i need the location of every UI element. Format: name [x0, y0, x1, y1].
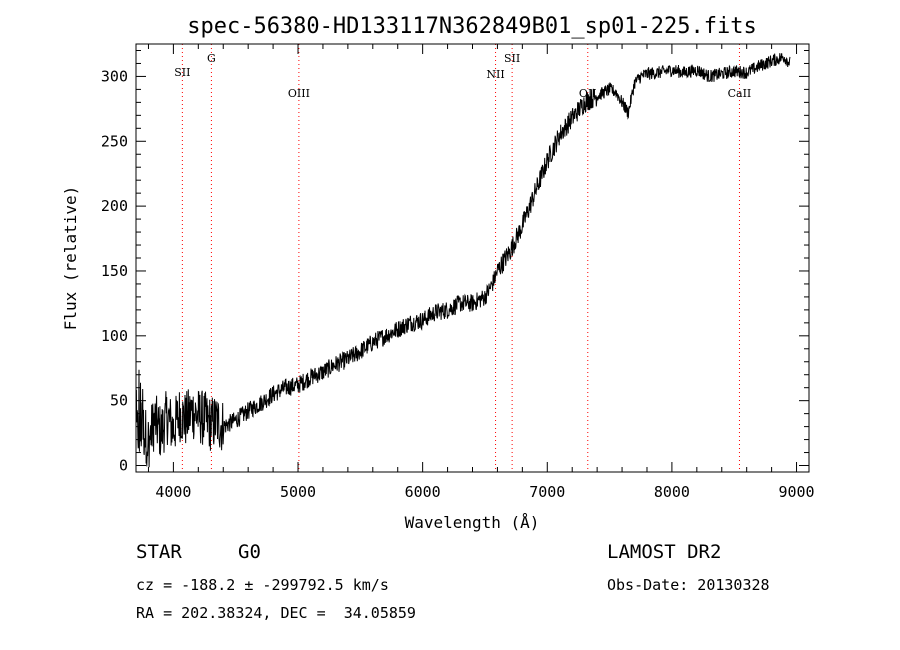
spectrum-series [135, 53, 791, 468]
x-tick-label: 4000 [155, 483, 191, 501]
redshift-velocity: cz = -188.2 ± -299792.5 km/s [136, 576, 389, 594]
survey-name: LAMOST DR2 [607, 541, 722, 563]
y-axis: 0 50 100 150 200 250 300 [101, 49, 809, 475]
y-tick-label: 300 [101, 67, 128, 85]
x-tick-label: 9000 [778, 483, 814, 501]
reference-line-label: G [207, 52, 216, 65]
chart-title: spec-56380-HD133117N362849B01_sp01-225.f… [187, 14, 757, 39]
x-axis: 4000 5000 6000 7000 8000 9000 [147, 44, 815, 501]
object-class: STAR [136, 541, 182, 563]
x-axis-label: Wavelength (Å) [405, 513, 540, 532]
reference-line-label: NII [486, 68, 504, 81]
spectrum-line [135, 53, 791, 468]
y-tick-label: 0 [119, 457, 128, 475]
x-tick-label: 5000 [280, 483, 316, 501]
y-tick-label: 50 [110, 392, 128, 410]
reference-line-label: SII [174, 66, 190, 79]
x-tick-label: 6000 [405, 483, 441, 501]
object-subclass: G0 [238, 541, 261, 563]
x-tick-label: 7000 [529, 483, 565, 501]
reference-line-label: OIII [288, 87, 310, 100]
plot-frame [135, 43, 810, 473]
y-tick-label: 100 [101, 327, 128, 345]
observation-date: Obs-Date: 20130328 [607, 576, 770, 594]
y-tick-label: 200 [101, 197, 128, 215]
reference-line-label: CaII [728, 87, 752, 100]
reference-line-label: SII [504, 52, 520, 65]
x-tick-label: 8000 [654, 483, 690, 501]
y-tick-label: 150 [101, 262, 128, 280]
coordinates: RA = 202.38324, DEC = 34.05859 [136, 604, 416, 622]
y-tick-label: 250 [101, 132, 128, 150]
y-axis-label: Flux (relative) [61, 186, 80, 331]
